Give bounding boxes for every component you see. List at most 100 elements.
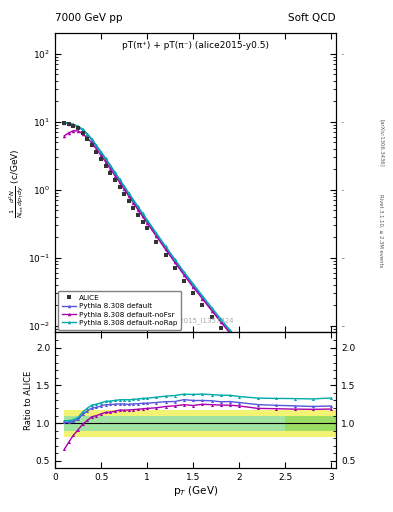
ALICE	[66, 121, 71, 127]
ALICE	[99, 156, 103, 162]
ALICE	[292, 408, 297, 414]
ALICE	[191, 290, 196, 296]
Pythia 8.308 default	[310, 421, 315, 428]
ALICE	[182, 279, 186, 285]
Pythia 8.308 default	[127, 191, 131, 197]
Pythia 8.308 default-noFsr	[163, 246, 168, 252]
Pythia 8.308 default-noRap	[117, 176, 122, 182]
ALICE	[94, 149, 99, 155]
Y-axis label: $\frac{1}{N_{\rm tot}}\frac{d^2N}{dp_{\rm T}dy}$ (c/GeV): $\frac{1}{N_{\rm tot}}\frac{d^2N}{dp_{\r…	[8, 148, 26, 218]
Pythia 8.308 default	[145, 218, 149, 224]
ALICE	[255, 368, 260, 374]
Pythia 8.308 default-noRap	[237, 338, 242, 344]
Text: [arXiv:1306.3436]: [arXiv:1306.3436]	[379, 119, 384, 167]
Pythia 8.308 default-noRap	[62, 119, 66, 125]
ALICE	[85, 136, 90, 142]
Pythia 8.308 default-noFsr	[76, 128, 81, 134]
Pythia 8.308 default-noRap	[85, 131, 90, 137]
Pythia 8.308 default-noRap	[140, 210, 145, 216]
ALICE	[228, 336, 232, 343]
Pythia 8.308 default-noRap	[191, 281, 196, 287]
ALICE	[329, 447, 334, 453]
Pythia 8.308 default-noFsr	[173, 259, 177, 265]
Pythia 8.308 default-noFsr	[329, 442, 334, 448]
Pythia 8.308 default-noFsr	[237, 341, 242, 347]
ALICE	[145, 225, 149, 231]
Pythia 8.308 default-noRap	[76, 123, 81, 130]
Pythia 8.308 default-noFsr	[94, 146, 99, 152]
ALICE	[117, 184, 122, 190]
Line: Pythia 8.308 default-noFsr: Pythia 8.308 default-noFsr	[62, 129, 333, 446]
ALICE	[76, 125, 81, 132]
Pythia 8.308 default-noFsr	[85, 135, 90, 141]
Line: ALICE: ALICE	[62, 121, 334, 452]
Pythia 8.308 default	[219, 318, 223, 324]
Pythia 8.308 default-noRap	[122, 183, 127, 189]
X-axis label: p$_T$ (GeV): p$_T$ (GeV)	[173, 484, 218, 498]
Pythia 8.308 default	[274, 382, 279, 388]
Pythia 8.308 default-noRap	[131, 197, 136, 203]
ALICE	[219, 325, 223, 331]
Pythia 8.308 default-noFsr	[182, 272, 186, 278]
Pythia 8.308 default	[140, 211, 145, 218]
Pythia 8.308 default	[71, 122, 76, 128]
Pythia 8.308 default-noFsr	[136, 206, 140, 212]
Line: Pythia 8.308 default-noRap: Pythia 8.308 default-noRap	[62, 121, 333, 443]
ALICE	[200, 302, 205, 308]
Pythia 8.308 default-noRap	[329, 438, 334, 444]
Pythia 8.308 default-noRap	[127, 190, 131, 196]
Pythia 8.308 default-noRap	[173, 256, 177, 262]
Pythia 8.308 default	[94, 143, 99, 150]
Pythia 8.308 default	[136, 205, 140, 211]
Pythia 8.308 default-noRap	[255, 359, 260, 365]
Pythia 8.308 default	[90, 137, 94, 143]
Pythia 8.308 default	[173, 258, 177, 264]
ALICE	[122, 191, 127, 197]
ALICE	[112, 177, 117, 183]
Pythia 8.308 default	[191, 283, 196, 289]
Pythia 8.308 default	[200, 294, 205, 301]
ALICE	[136, 211, 140, 218]
Pythia 8.308 default	[85, 132, 90, 138]
Pythia 8.308 default	[99, 150, 103, 156]
Pythia 8.308 default-noFsr	[200, 296, 205, 302]
Pythia 8.308 default	[131, 198, 136, 204]
Pythia 8.308 default-noFsr	[274, 383, 279, 389]
Pythia 8.308 default	[62, 120, 66, 126]
Pythia 8.308 default-noFsr	[90, 140, 94, 146]
ALICE	[237, 347, 242, 353]
Pythia 8.308 default	[117, 177, 122, 183]
ALICE	[209, 314, 214, 320]
Pythia 8.308 default-noFsr	[255, 362, 260, 369]
Pythia 8.308 default-noFsr	[66, 130, 71, 136]
Pythia 8.308 default-noRap	[80, 126, 85, 132]
Text: Soft QCD: Soft QCD	[288, 13, 336, 23]
Pythia 8.308 default-noFsr	[80, 131, 85, 137]
ALICE	[140, 219, 145, 225]
Pythia 8.308 default-noFsr	[99, 153, 103, 159]
ALICE	[62, 120, 66, 126]
ALICE	[71, 122, 76, 129]
Pythia 8.308 default-noFsr	[191, 284, 196, 290]
Line: Pythia 8.308 default: Pythia 8.308 default	[62, 121, 333, 445]
ALICE	[80, 130, 85, 136]
Pythia 8.308 default-noFsr	[292, 403, 297, 409]
Pythia 8.308 default-noFsr	[108, 166, 113, 172]
Pythia 8.308 default-noRap	[145, 217, 149, 223]
Pythia 8.308 default-noRap	[71, 121, 76, 127]
Pythia 8.308 default	[329, 441, 334, 447]
Pythia 8.308 default-noRap	[200, 293, 205, 299]
Pythia 8.308 default-noFsr	[71, 127, 76, 134]
Pythia 8.308 default-noRap	[310, 419, 315, 425]
Pythia 8.308 default-noRap	[108, 162, 113, 168]
ALICE	[274, 388, 279, 394]
Pythia 8.308 default	[228, 329, 232, 335]
Pythia 8.308 default-noRap	[228, 327, 232, 333]
Pythia 8.308 default-noRap	[99, 149, 103, 155]
Pythia 8.308 default-noRap	[292, 400, 297, 406]
ALICE	[131, 205, 136, 211]
Pythia 8.308 default-noFsr	[228, 330, 232, 336]
Pythia 8.308 default	[154, 231, 159, 238]
Pythia 8.308 default-noRap	[154, 230, 159, 236]
Pythia 8.308 default-noFsr	[219, 319, 223, 325]
